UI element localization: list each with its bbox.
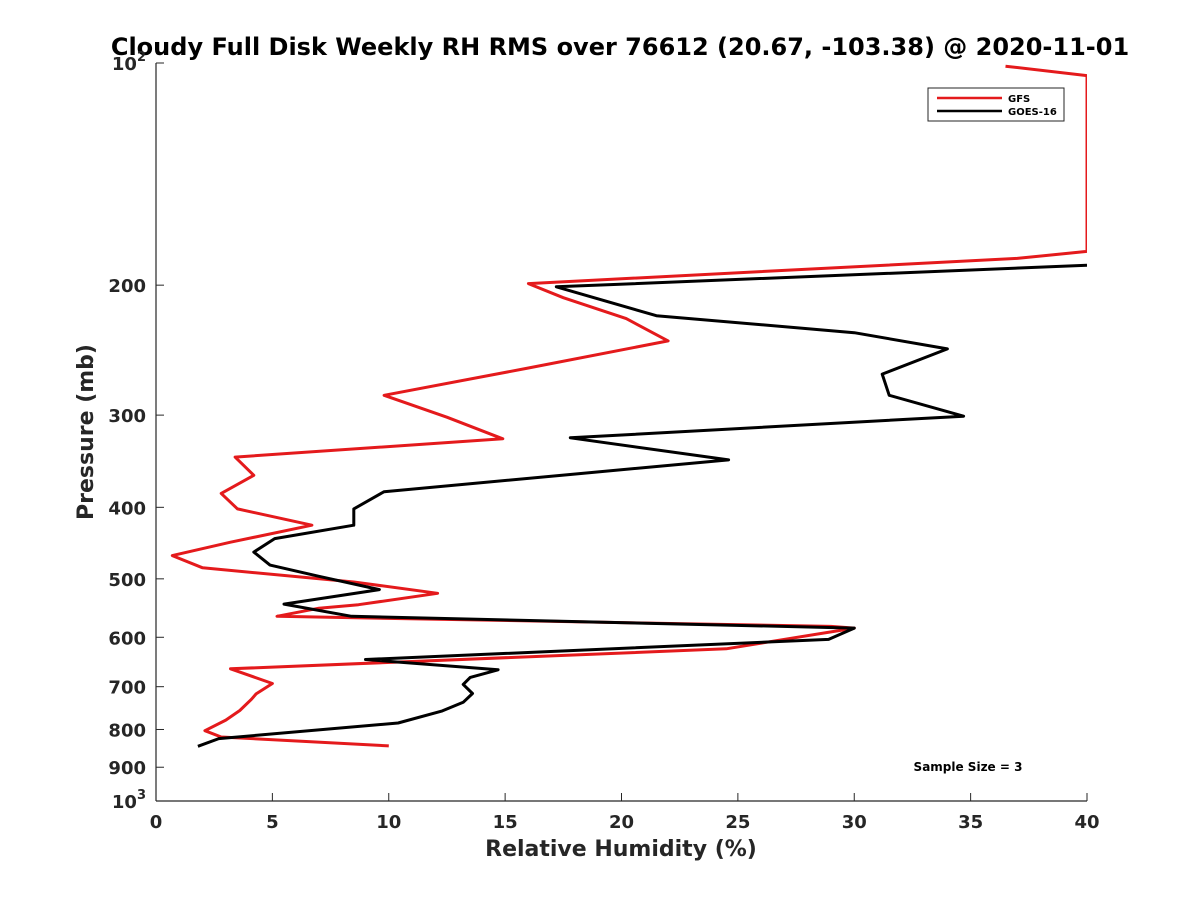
- x-tick-label: 40: [1074, 812, 1099, 833]
- y-tick-label: 500: [108, 570, 146, 591]
- y-axis-label: Pressure (mb): [74, 344, 99, 520]
- x-tick-label: 25: [725, 812, 750, 833]
- legend-label-goes16: GOES-16: [1008, 107, 1057, 118]
- x-tick-label: 15: [493, 812, 518, 833]
- y-tick-label: 900: [108, 758, 146, 779]
- x-tick-label: 35: [958, 812, 983, 833]
- y-tick-label: 300: [108, 406, 146, 427]
- y-tick-label: 200: [108, 276, 146, 297]
- x-tick-label: 20: [609, 812, 634, 833]
- x-tick-label: 5: [266, 812, 279, 833]
- y-tick-label: 600: [108, 628, 146, 649]
- y-tick-label: 700: [108, 678, 146, 699]
- x-ticks: 0 5 10 15 20 25 30 35 40: [150, 793, 1100, 833]
- legend: GFS GOES-16: [927, 87, 1065, 122]
- legend-label-gfs: GFS: [1008, 94, 1030, 105]
- chart-title: Cloudy Full Disk Weekly RH RMS over 7661…: [111, 33, 1129, 61]
- y-tick-label: 102: [112, 50, 146, 75]
- series-layer: [170, 64, 1087, 748]
- sample-size-annotation: Sample Size = 3: [914, 760, 1023, 774]
- x-axis-label: Relative Humidity (%): [485, 837, 757, 862]
- series-line-gfs: [170, 64, 1087, 748]
- x-tick-label: 0: [150, 812, 163, 833]
- x-tick-label: 10: [376, 812, 401, 833]
- y-tick-label: 103: [112, 788, 146, 813]
- series-line-goes16: [197, 263, 1087, 748]
- x-tick-label: 30: [842, 812, 867, 833]
- legend-box: [927, 87, 1065, 122]
- y-ticks: 102 200 300 400 500 600 700 800 900 103: [108, 50, 164, 813]
- y-tick-label: 800: [108, 720, 146, 741]
- y-tick-label: 400: [108, 498, 146, 519]
